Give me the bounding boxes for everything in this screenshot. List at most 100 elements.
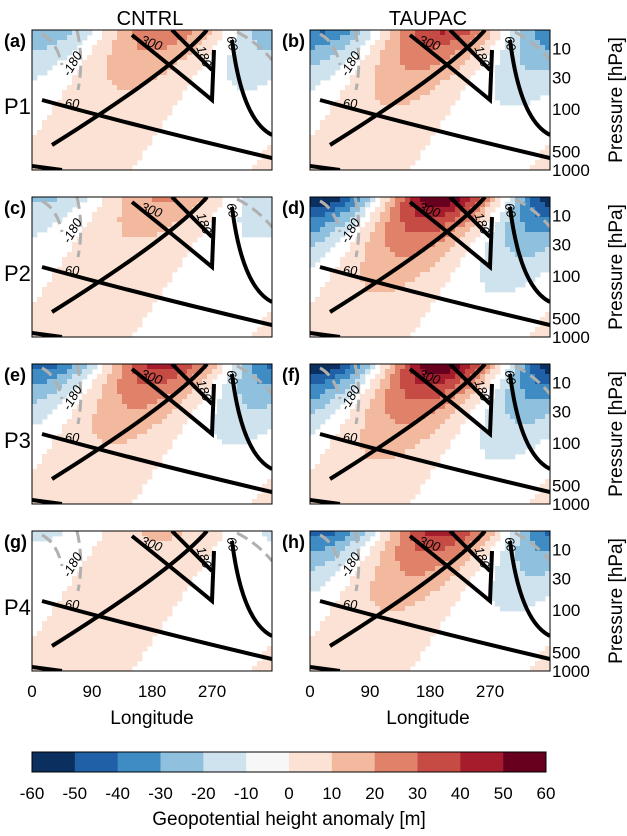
- anomaly-cell: [227, 414, 233, 420]
- anomaly-cell: [82, 242, 88, 248]
- anomaly-cell: [320, 40, 326, 46]
- anomaly-cell: [67, 469, 73, 475]
- anomaly-cell: [405, 409, 411, 415]
- anomaly-cell: [32, 419, 38, 425]
- anomaly-cell: [92, 287, 98, 293]
- anomaly-cell: [420, 312, 426, 318]
- anomaly-cell: [440, 100, 446, 106]
- anomaly-cell: [87, 449, 93, 455]
- anomaly-cell: [385, 419, 391, 425]
- anomaly-cell: [310, 202, 316, 208]
- anomaly-cell: [247, 399, 253, 405]
- anomaly-cell: [142, 364, 148, 370]
- anomaly-cell: [92, 232, 98, 238]
- anomaly-cell: [530, 267, 536, 273]
- anomaly-cell: [315, 322, 321, 328]
- anomaly-cell: [345, 140, 351, 146]
- anomaly-cell: [490, 364, 496, 370]
- anomaly-cell: [162, 409, 168, 415]
- anomaly-cell: [445, 252, 451, 258]
- anomaly-cell: [92, 95, 98, 101]
- anomaly-cell: [435, 75, 441, 81]
- anomaly-cell: [405, 60, 411, 66]
- anomaly-cell: [267, 60, 273, 66]
- anomaly-cell: [127, 202, 133, 208]
- anomaly-cell: [345, 45, 351, 51]
- anomaly-cell: [410, 100, 416, 106]
- anomaly-cell: [147, 35, 153, 41]
- anomaly-cell: [335, 312, 341, 318]
- anomaly-cell: [32, 197, 38, 203]
- anomaly-cell: [335, 374, 341, 380]
- anomaly-cell: [360, 70, 366, 76]
- anomaly-cell: [247, 424, 253, 430]
- anomaly-cell: [420, 100, 426, 106]
- anomaly-cell: [325, 120, 331, 126]
- anomaly-cell: [262, 409, 268, 415]
- anomaly-cell: [355, 242, 361, 248]
- anomaly-cell: [47, 474, 53, 480]
- anomaly-cell: [37, 364, 43, 370]
- anomaly-cell: [52, 302, 58, 308]
- anomaly-cell: [445, 389, 451, 395]
- anomaly-cell: [192, 202, 198, 208]
- anomaly-cell: [310, 60, 316, 66]
- anomaly-cell: [72, 322, 78, 328]
- anomaly-cell: [112, 484, 118, 490]
- anomaly-cell: [57, 30, 63, 36]
- anomaly-cell: [375, 394, 381, 400]
- anomaly-cell: [340, 222, 346, 228]
- anomaly-cell: [102, 389, 108, 395]
- anomaly-cell: [520, 50, 526, 56]
- anomaly-cell: [315, 317, 321, 323]
- anomaly-cell: [375, 212, 381, 218]
- anomaly-cell: [122, 449, 128, 455]
- anomaly-cell: [415, 227, 421, 233]
- anomaly-cell: [42, 297, 48, 303]
- anomaly-cell: [420, 302, 426, 308]
- anomaly-cell: [440, 85, 446, 91]
- anomaly-cell: [405, 272, 411, 278]
- anomaly-cell: [325, 322, 331, 328]
- anomaly-cell: [202, 212, 208, 218]
- anomaly-cell: [122, 40, 128, 46]
- anomaly-cell: [157, 287, 163, 293]
- anomaly-cell: [355, 115, 361, 121]
- contour-label: 300: [417, 32, 443, 54]
- anomaly-cell: [475, 65, 481, 71]
- anomaly-cell: [385, 364, 391, 370]
- anomaly-cell: [92, 322, 98, 328]
- anomaly-cell: [177, 429, 183, 435]
- anomaly-cell: [237, 374, 243, 380]
- anomaly-cell: [450, 409, 456, 415]
- anomaly-cell: [257, 374, 263, 380]
- anomaly-cell: [315, 419, 321, 425]
- anomaly-cell: [62, 257, 68, 263]
- anomaly-cell: [257, 384, 263, 390]
- anomaly-cell: [242, 80, 248, 86]
- anomaly-cell: [470, 222, 476, 228]
- anomaly-cell: [172, 257, 178, 263]
- anomaly-cell: [480, 40, 486, 46]
- anomaly-cell: [132, 277, 138, 283]
- anomaly-cell: [395, 419, 401, 425]
- anomaly-cell: [192, 232, 198, 238]
- anomaly-cell: [355, 317, 361, 323]
- anomaly-cell: [167, 90, 173, 96]
- anomaly-cell: [545, 379, 551, 385]
- anomaly-cell: [242, 374, 248, 380]
- anomaly-cell: [122, 60, 128, 66]
- anomaly-cell: [132, 474, 138, 480]
- anomaly-cell: [380, 70, 386, 76]
- anomaly-cell: [420, 35, 426, 41]
- anomaly-cell: [247, 374, 253, 380]
- anomaly-cell: [142, 369, 148, 375]
- anomaly-cell: [490, 369, 496, 375]
- anomaly-cell: [385, 277, 391, 283]
- anomaly-cell: [77, 312, 83, 318]
- anomaly-cell: [152, 257, 158, 263]
- anomaly-cell: [430, 267, 436, 273]
- anomaly-cell: [92, 297, 98, 303]
- anomaly-cell: [117, 247, 123, 253]
- anomaly-cell: [355, 150, 361, 156]
